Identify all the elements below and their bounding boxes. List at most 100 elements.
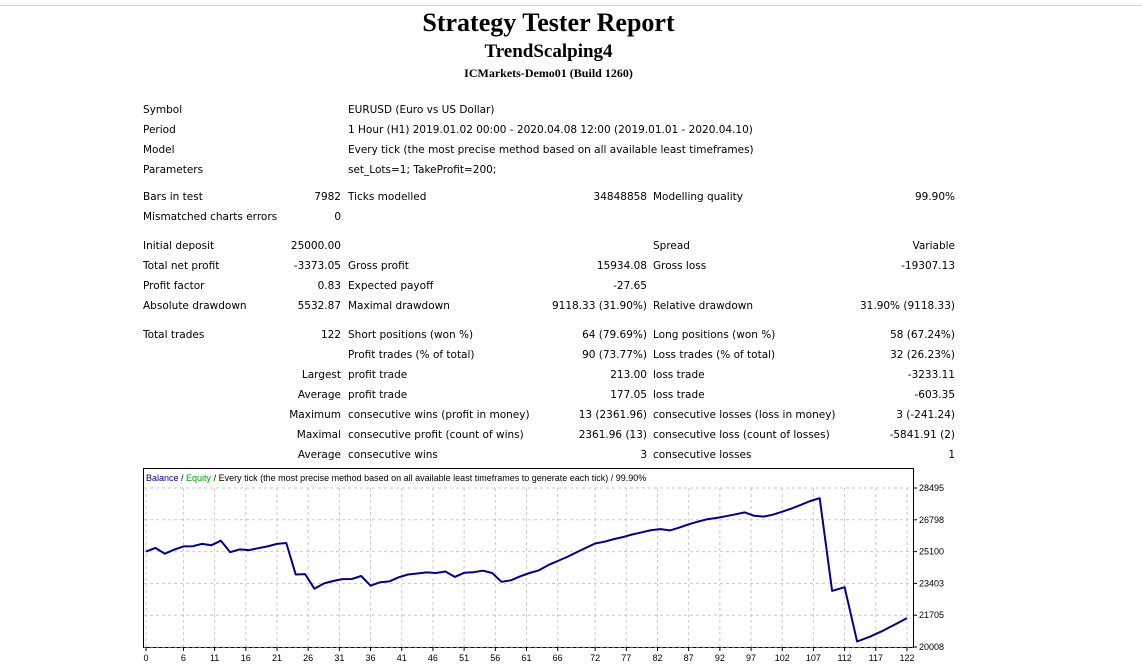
x-tick-label: 61: [521, 653, 531, 663]
grossprofit-value: 15934.08: [596, 260, 647, 272]
avglosses-label: consecutive losses: [653, 449, 752, 461]
chart-legend: Balance / Equity / Every tick (the most …: [146, 473, 646, 483]
legend-desc: / Every tick (the most precise method ba…: [211, 473, 646, 483]
payoff-value: -27.65: [613, 280, 647, 292]
x-tick-label: 77: [621, 653, 631, 663]
deposit-label: Initial deposit: [143, 240, 215, 252]
x-tick-label: 41: [397, 653, 407, 663]
x-tick-label: 31: [334, 653, 344, 663]
largest-loss-label: loss trade: [653, 369, 705, 381]
x-tick-label: 107: [806, 653, 821, 663]
balance-line: [145, 497, 908, 643]
long-label: Long positions (won %): [653, 329, 776, 341]
grossloss-label: Gross loss: [653, 260, 707, 272]
parameters-value: set_Lots=1; TakeProfit=200;: [348, 164, 497, 176]
absdd-label: Absolute drawdown: [143, 300, 247, 312]
x-tick-label: 21: [272, 653, 282, 663]
mismatched-label: Mismatched charts errors: [143, 211, 278, 223]
x-tick-label: 0: [143, 653, 148, 663]
avgwins-label: consecutive wins: [348, 449, 438, 461]
short-label: Short positions (won %): [348, 329, 474, 341]
trades-value: 122: [320, 329, 341, 341]
x-tick-label: 122: [899, 653, 914, 663]
parameters-label: Parameters: [143, 164, 204, 176]
reldd-value: 31.90% (9118.33): [860, 300, 955, 312]
legend-sep: /: [179, 473, 187, 483]
losstrades-value: 32 (26.23%): [890, 349, 955, 361]
maxprofit-value: 2361.96 (13): [578, 429, 647, 441]
chart-x-ticks: 0 6 11 16 21 26 31 36 41 46 51 56 61 66 72 77 82 87 92 97 10…: [143, 647, 915, 663]
x-tick-label: 46: [428, 653, 438, 663]
profittrades-value: 90 (73.77%): [582, 349, 647, 361]
deposit-value: 25000.00: [290, 240, 341, 252]
avglosses-value: 1: [948, 449, 955, 461]
x-tick-label: 82: [652, 653, 662, 663]
chart-y-ticks: 28495 26798 25100 23403 21705 20008: [913, 483, 944, 652]
chart-series: [145, 497, 908, 643]
x-tick-label: 51: [459, 653, 469, 663]
maxprofit-label: consecutive profit (count of wins): [348, 429, 524, 441]
bars-value: 7982: [314, 191, 341, 203]
x-tick-label: 72: [590, 653, 600, 663]
ticks-label: Ticks modelled: [348, 191, 427, 203]
largest-loss-value: -3233.11: [907, 369, 955, 381]
model-value: Every tick (the most precise method base…: [348, 144, 754, 156]
average-profit-value: 177.05: [610, 389, 647, 401]
maxloss-value: -5841.91 (2): [889, 429, 955, 441]
x-tick-label: 6: [181, 653, 186, 663]
x-tick-label: 36: [366, 653, 376, 663]
avgwins-value: 3: [640, 449, 647, 461]
mismatched-value: 0: [334, 211, 341, 223]
bars-label: Bars in test: [143, 191, 203, 203]
report-title: Strategy Tester Report: [422, 8, 675, 37]
maxlosses-value: 3 (-241.24): [896, 409, 955, 421]
top-separator: [0, 5, 1142, 6]
average-loss-label: loss trade: [653, 389, 705, 401]
legend-equity: Equity: [186, 473, 212, 483]
maxwins-value: 13 (2361.96): [578, 409, 647, 421]
trades-label: Total trades: [143, 329, 205, 341]
symbol-label: Symbol: [143, 104, 183, 116]
y-tick-label: 28495: [919, 483, 944, 493]
legend-balance: Balance: [146, 473, 179, 483]
x-tick-label: 112: [837, 653, 851, 663]
y-tick-label: 26798: [919, 515, 944, 525]
ticks-value: 34848858: [593, 191, 647, 203]
pf-value: 0.83: [317, 280, 341, 292]
x-tick-label: 66: [553, 653, 563, 663]
x-tick-label: 87: [684, 653, 694, 663]
short-value: 64 (79.69%): [582, 329, 647, 341]
reldd-label: Relative drawdown: [653, 300, 754, 312]
average-loss-value: -603.35: [914, 389, 955, 401]
avgcons-label: Average: [297, 449, 341, 461]
y-tick-label: 20008: [919, 642, 944, 652]
quality-value: 99.90%: [914, 191, 955, 203]
long-value: 58 (67.24%): [890, 329, 955, 341]
netprofit-value: -3373.05: [293, 260, 341, 272]
model-label: Model: [143, 144, 175, 156]
x-tick-label: 56: [490, 653, 500, 663]
x-tick-label: 97: [746, 653, 756, 663]
netprofit-label: Total net profit: [143, 260, 220, 272]
pf-label: Profit factor: [143, 280, 205, 292]
largest-profit-label: profit trade: [348, 369, 408, 381]
payoff-label: Expected payoff: [348, 280, 434, 292]
x-tick-label: 117: [869, 653, 883, 663]
symbol-value: EURUSD (Euro vs US Dollar): [348, 104, 495, 116]
y-tick-label: 21705: [919, 610, 944, 620]
x-tick-label: 26: [303, 653, 313, 663]
y-tick-label: 25100: [919, 547, 944, 557]
quality-label: Modelling quality: [653, 191, 743, 203]
server-info: ICMarkets-Demo01 (Build 1260): [464, 66, 633, 80]
chart-frame: [143, 468, 914, 648]
spread-label: Spread: [653, 240, 690, 252]
maxlosses-label: consecutive losses (loss in money): [653, 409, 836, 421]
x-tick-label: 16: [241, 653, 251, 663]
maxloss-label: consecutive loss (count of losses): [653, 429, 830, 441]
period-value: 1 Hour (H1) 2019.01.02 00:00 - 2020.04.0…: [348, 124, 753, 136]
chart-grid: [144, 487, 913, 648]
maximal-label: Maximal: [296, 429, 341, 441]
maxwins-label: consecutive wins (profit in money): [348, 409, 530, 421]
largest-profit-value: 213.00: [610, 369, 647, 381]
